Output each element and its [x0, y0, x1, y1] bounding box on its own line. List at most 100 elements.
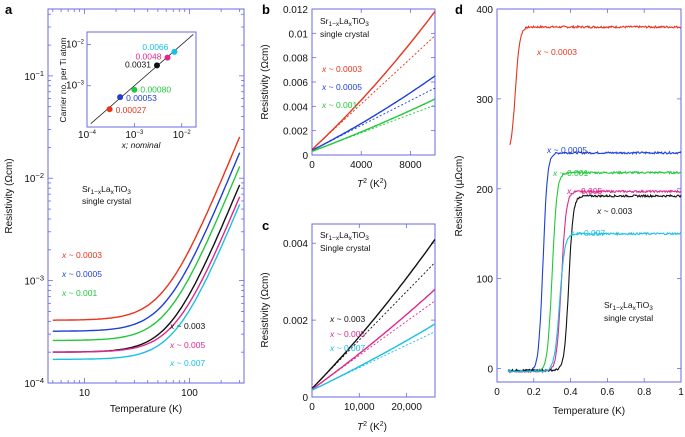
- panel-c-fit-cyan: [311, 331, 436, 391]
- panel-b-label-red: x ~ 0.0003: [321, 64, 362, 74]
- panel-d-series-green: [507, 170, 682, 374]
- inset-point-blue: [117, 94, 124, 101]
- panel-b-sample-note-1: Sr1−xLaxTiO3: [320, 16, 369, 28]
- inset-point-black: [153, 62, 160, 69]
- panel-label-d: d: [455, 2, 463, 17]
- panel-b-xtick-label: 0: [309, 160, 315, 171]
- inset-point-label: 0.0048: [135, 52, 161, 62]
- panel-c-sample-note-2: Single crystal: [320, 243, 371, 253]
- panel-c: 0 0.002 0.004 0 10,000 20,000 Sr1−xLaxTiO3 Si…: [260, 223, 436, 433]
- panel-a-sample-note-2: single crystal: [82, 196, 131, 206]
- panel-d-label-blue: x ~ 0.0005: [546, 145, 587, 155]
- panel-a: 10−4 10−3 10−2 10−1 10 100 Temperature (K) Re…: [4, 8, 245, 415]
- inset-xtick-label: 10−4: [78, 130, 97, 141]
- panel-b-xtick-label: 8000: [399, 160, 422, 171]
- inset-point-label: 0.0031: [125, 59, 151, 69]
- inset-point-label: 0.00080: [140, 85, 171, 95]
- panel-a-frame: [47, 8, 245, 384]
- panel-c-ticks: 0 0.002 0.004 0 10,000 20,000: [283, 224, 435, 413]
- inset-ytick-label: 10−3: [66, 81, 85, 92]
- panel-a-label-cyan: x ~ 0.007: [169, 358, 205, 368]
- inset-point-green: [131, 86, 138, 93]
- panel-c-ytick-label: 0.002: [283, 316, 308, 327]
- panel-b-label-blue: x ~ 0.0005: [321, 82, 362, 92]
- panel-d-ytick-label: 300: [476, 95, 493, 106]
- panel-d-series-magenta: [507, 189, 682, 374]
- panel-c-fit-magenta: [311, 300, 436, 390]
- panel-d-label-green: x ~ 0.001: [552, 168, 588, 178]
- panel-b-curves: [311, 10, 436, 152]
- panel-d-xtick-label: 0.2: [527, 387, 541, 398]
- panel-a-series-green: [52, 166, 241, 342]
- panel-d-ytick-label: 400: [476, 5, 493, 16]
- panel-c-curves: [311, 238, 436, 391]
- panel-d-series-black: [507, 193, 682, 373]
- panel-d-label-red: x ~ 0.0003: [536, 47, 577, 57]
- panel-b-ytick-label: 0.012: [283, 5, 308, 16]
- panel-b-ytick-label: 0.01: [289, 29, 309, 40]
- panel-c-series-labels: x ~ 0.003 x ~ 0.005 x ~ 0.007: [329, 314, 365, 353]
- panel-d-xlabel: Temperature (K): [553, 406, 625, 417]
- inset-point-label: 0.00027: [116, 105, 147, 115]
- panel-c-ytick-label: 0: [302, 393, 308, 404]
- inset-xtick-label: 10−3: [125, 130, 144, 141]
- panel-d-ytick-label: 200: [476, 185, 493, 196]
- panel-c-label-cyan: x ~ 0.007: [329, 343, 365, 353]
- panel-d-label-magenta: x ~ 0.005: [566, 186, 602, 196]
- panel-c-xlabel: T2 (K2): [357, 421, 387, 433]
- panel-a-label-green: x ~ 0.001: [61, 288, 97, 298]
- panel-c-sample-note-1: Sr1−xLaxTiO3: [320, 230, 369, 242]
- panel-a-ytick-label: 10−2: [24, 171, 44, 185]
- panel-a-series-magenta: [52, 196, 241, 353]
- inset-point-label: 0.0066: [142, 42, 168, 52]
- panel-c-series-magenta: [311, 288, 436, 390]
- panel-a-ytick-label: 10−3: [24, 274, 44, 288]
- panel-b-ytick-label: 0.006: [283, 78, 308, 89]
- panel-a-label-blue: x ~ 0.0005: [61, 269, 102, 279]
- inset-ylabel: Carrier no. per Ti atom: [58, 37, 68, 122]
- panel-d-ytick-label: 0: [487, 365, 493, 376]
- inset-point-red: [106, 106, 113, 113]
- panel-a-ytick-label: 10−4: [24, 376, 44, 390]
- panel-c-fit-black: [311, 262, 436, 389]
- panel-d-series-red: [509, 24, 682, 146]
- panel-d-series-labels: x ~ 0.0003 x ~ 0.0005 x ~ 0.001 x ~ 0.005 x …: [536, 47, 632, 238]
- panel-label-b: b: [262, 2, 270, 17]
- panel-a-label-red: x ~ 0.0003: [61, 250, 102, 260]
- panel-c-xtick-label: 20,000: [391, 402, 422, 413]
- panel-d-label-black: x ~ 0.003: [596, 206, 632, 216]
- inset-point-magenta: [164, 54, 171, 61]
- panel-b-series-blue: [311, 75, 436, 152]
- panel-a-curves: [52, 136, 241, 361]
- panel-d-sample-note-1: Sr1−xLaxTiO3: [604, 300, 653, 312]
- panel-c-frame: [311, 223, 436, 398]
- panel-d-xtick-label: 1: [678, 387, 684, 398]
- panel-b-fit-red: [311, 35, 436, 150]
- panel-d-xtick-label: 0.6: [600, 387, 614, 398]
- panel-c-label-magenta: x ~ 0.005: [329, 329, 365, 339]
- panel-c-series-cyan: [311, 323, 436, 391]
- panel-a-xtick-label: 10: [79, 388, 91, 399]
- panel-a-inset: 10−4 10−3 10−2 10−3 10−2 0.00027 0.000530.000…: [58, 31, 197, 150]
- inset-ytick-label: 10−2: [66, 39, 85, 50]
- panel-b-ytick-label: 0: [302, 151, 308, 162]
- panel-label-a: a: [5, 2, 13, 17]
- panel-a-series-labels: x ~ 0.0003 x ~ 0.0005 x ~ 0.001 x ~ 0.003 x …: [61, 250, 205, 368]
- panel-c-label-black: x ~ 0.003: [329, 314, 365, 324]
- panel-d-sample-note-2: single crystal: [604, 313, 653, 323]
- panel-b-fit-green: [311, 104, 436, 152]
- panel-b-series-labels: x ~ 0.0003 x ~ 0.0005 x ~ 0.001: [321, 64, 362, 110]
- panel-a-series-blue: [52, 152, 241, 332]
- panel-b-ylabel: Resistivity (Ωcm): [260, 44, 271, 119]
- panel-a-xtick-label: 100: [181, 388, 198, 399]
- panel-d-xtick-label: 0: [494, 387, 500, 398]
- panel-d-xtick-label: 0.8: [637, 387, 651, 398]
- panel-b-series-red: [311, 10, 436, 151]
- panel-a-label-black: x ~ 0.003: [169, 321, 205, 331]
- inset-frame: [86, 31, 197, 128]
- panel-a-series-red: [52, 136, 241, 321]
- panel-d-ticks: 0 100 200 300 400 0 0.2 0.4 0.6 0.8 1: [476, 5, 684, 398]
- panel-a-ticks: 10−4 10−3 10−2 10−1 10 100: [24, 9, 244, 399]
